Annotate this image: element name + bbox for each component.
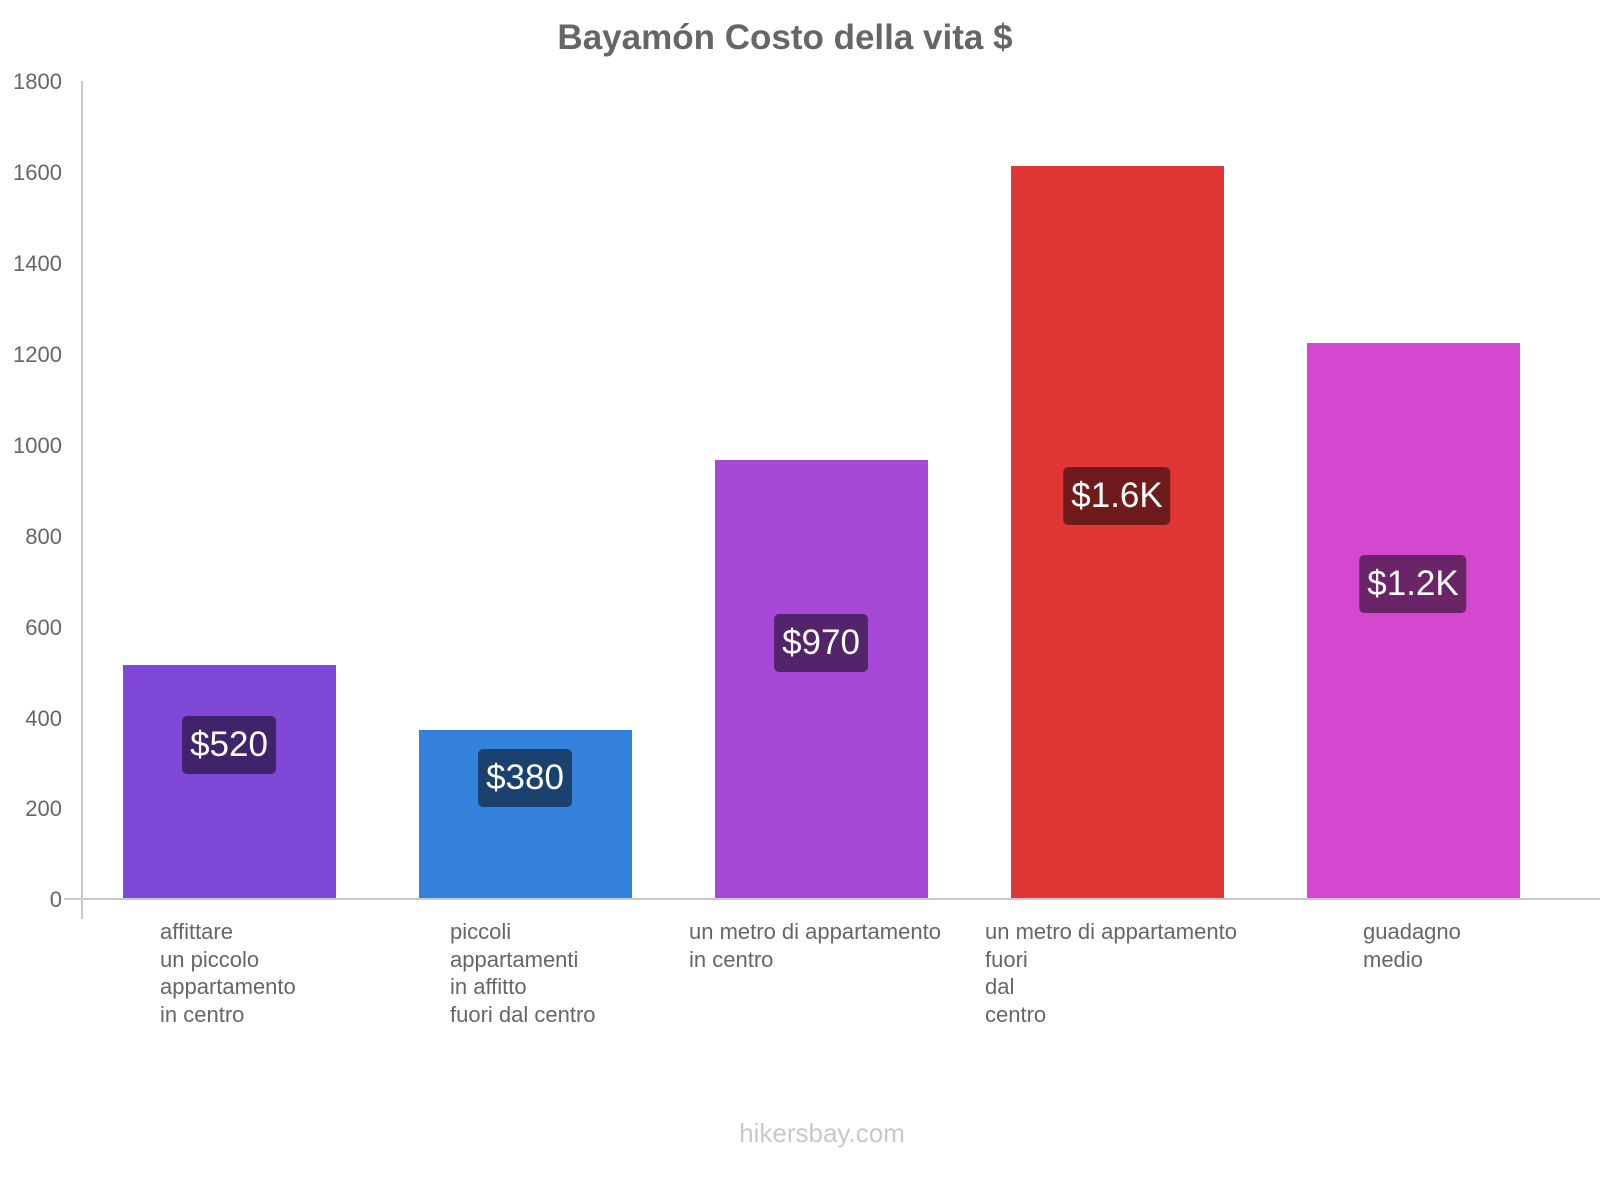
- y-tick-label: 800: [25, 524, 62, 549]
- y-tick-label: 200: [25, 796, 62, 821]
- value-label: $970: [774, 614, 868, 672]
- x-axis-line: [64, 898, 1600, 900]
- x-category-label: piccoli appartamenti in affitto fuori da…: [450, 919, 596, 1027]
- footer-watermark: hikersbay.com: [739, 1118, 905, 1148]
- bar-sqm-outside[interactable]: [1011, 166, 1224, 899]
- value-label: $520: [182, 716, 276, 774]
- chart-title: Bayamón Costo della vita $: [557, 18, 1013, 57]
- y-tick-label: 1800: [13, 69, 62, 94]
- x-category-label: un metro di appartamento fuori dal centr…: [985, 919, 1237, 1027]
- y-tick-label: 1000: [13, 433, 62, 458]
- y-tick-label: 0: [49, 887, 62, 912]
- value-label: $1.6K: [1063, 467, 1171, 525]
- value-label: $380: [478, 749, 572, 807]
- y-tick-label: 600: [25, 615, 62, 640]
- bar-rent-small-center[interactable]: [123, 665, 336, 899]
- x-category-label: un metro di appartamento in centro: [689, 919, 941, 972]
- y-tick-label: 1200: [13, 342, 62, 367]
- value-label: $1.2K: [1359, 555, 1467, 613]
- bar-average-salary[interactable]: [1307, 343, 1520, 899]
- bar-sqm-center[interactable]: [715, 460, 928, 899]
- x-category-label: affittare un piccolo appartamento in cen…: [160, 919, 296, 1027]
- x-category-label: guadagno medio: [1363, 919, 1461, 972]
- y-tick-label: 1600: [13, 160, 62, 185]
- y-tick-label: 1400: [13, 251, 62, 276]
- y-tick-label: 400: [25, 706, 62, 731]
- y-axis-line: [81, 81, 83, 919]
